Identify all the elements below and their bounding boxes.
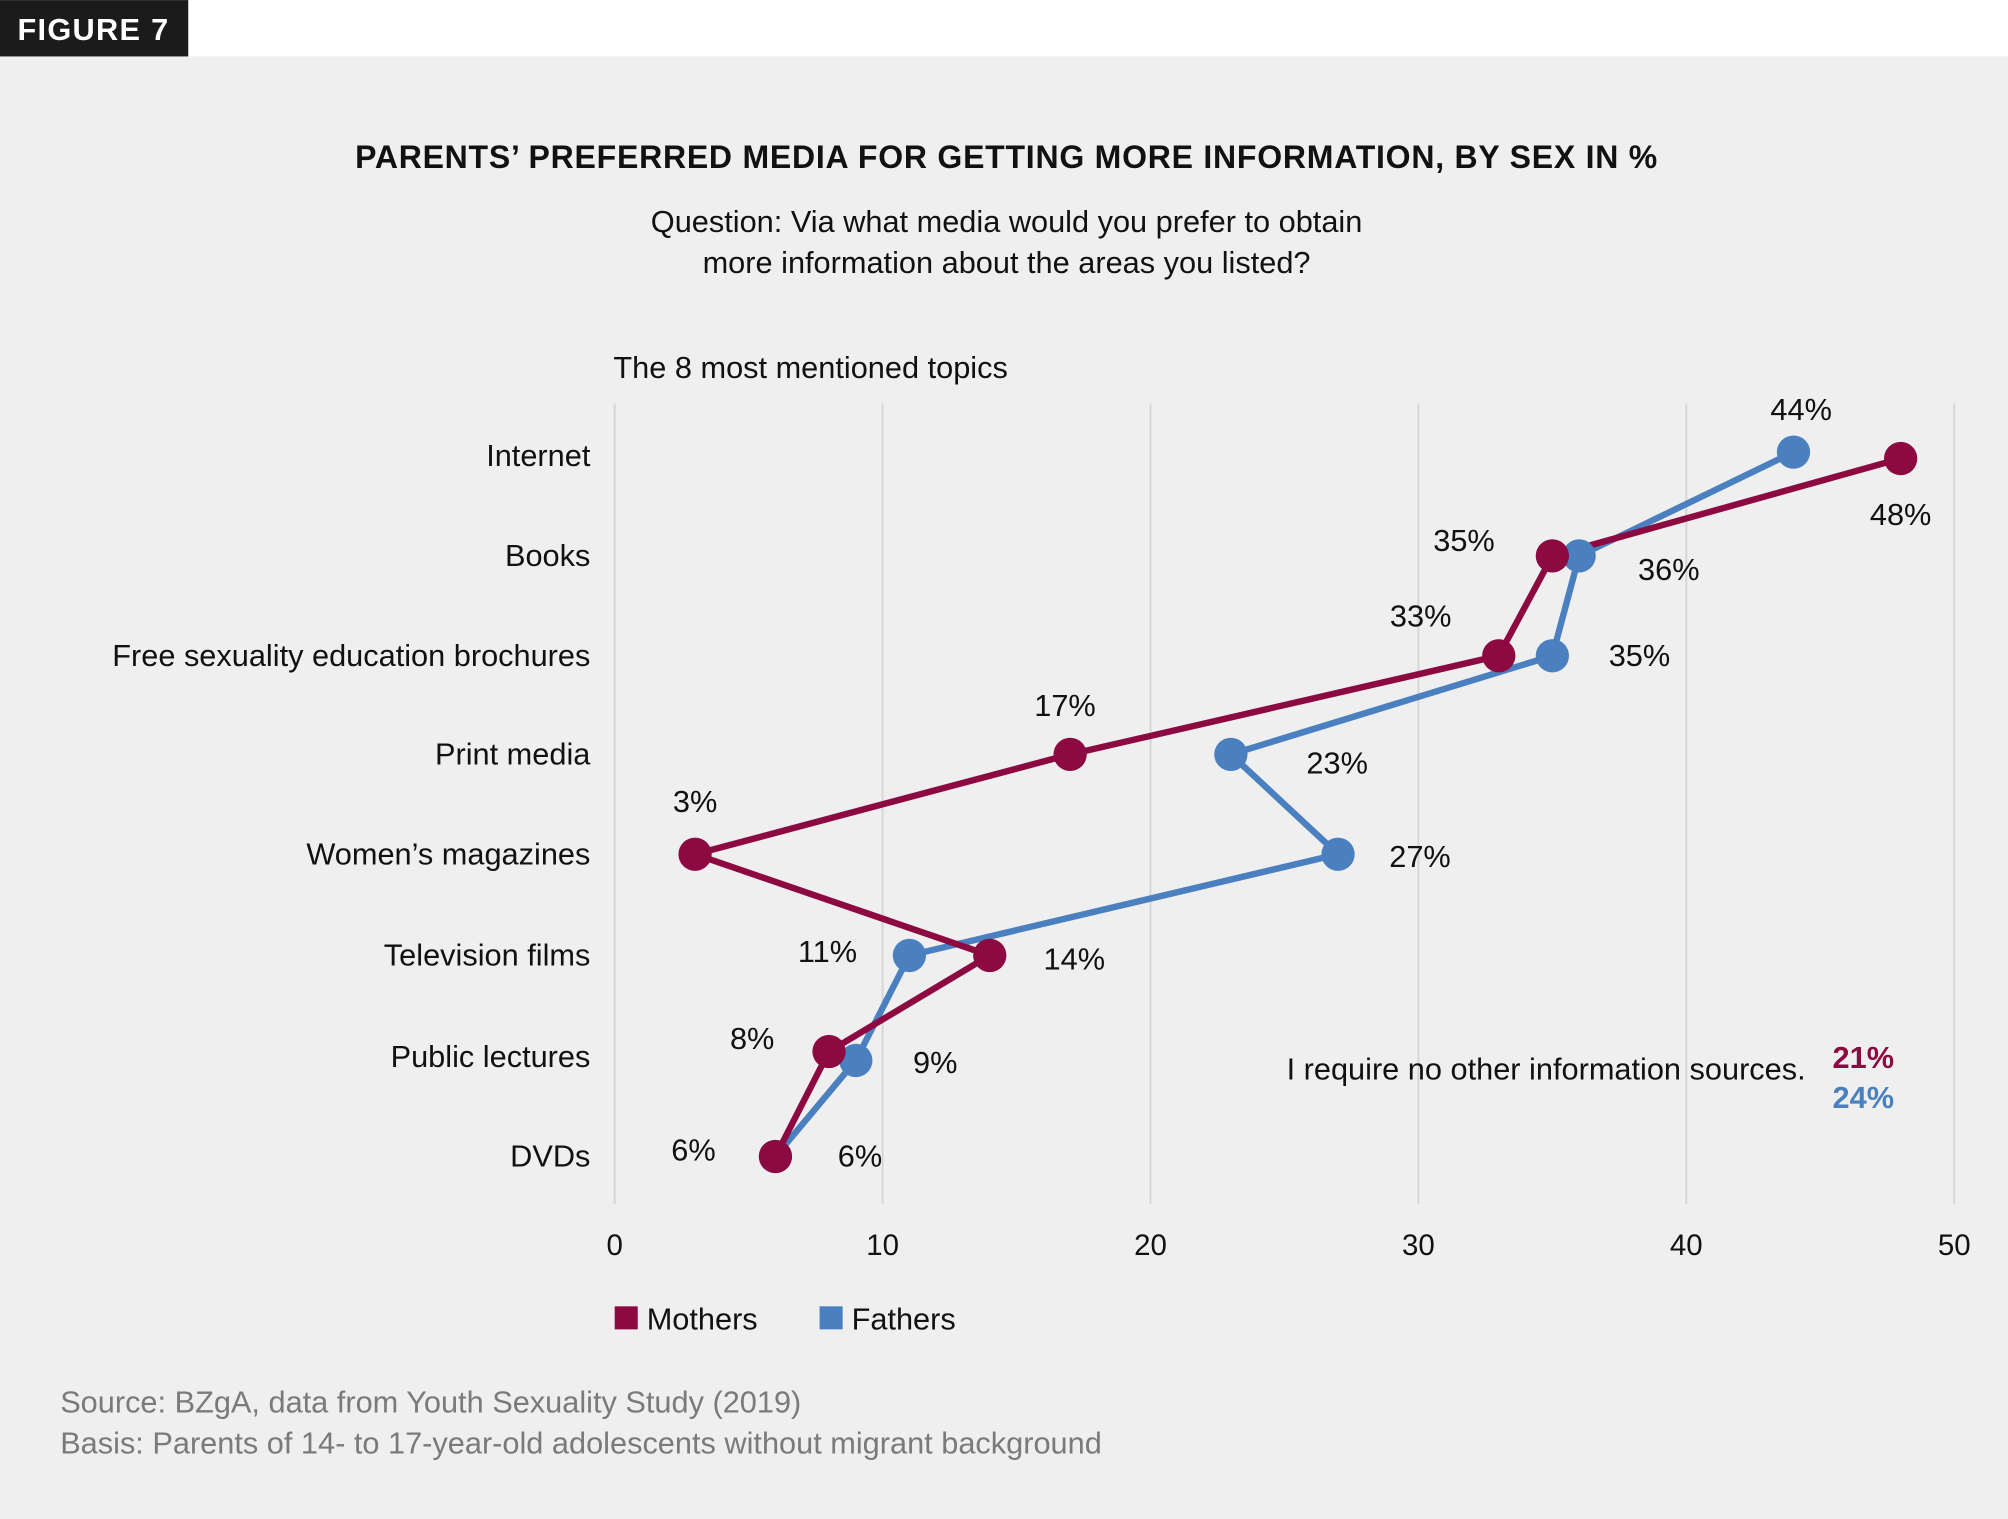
annotation-fathers-value: 24%: [1833, 1080, 1894, 1115]
data-labels: 44% 36% 35% 23% 27% 11% 9% 6% 48% 35% 33% 17% 3% 14% 8…: [671, 392, 1931, 1174]
category-label: Free sexuality education brochures: [112, 638, 590, 673]
data-label-fathers: 44%: [1770, 392, 1831, 427]
data-label-fathers: 11%: [798, 934, 857, 969]
question-line-1: Question: Via what media would you prefe…: [651, 204, 1363, 239]
data-label-mothers: 3%: [673, 784, 717, 819]
series-line-fathers: [772, 449, 1795, 1159]
data-point-fathers: [1776, 435, 1811, 469]
series-line-mothers: [691, 455, 1902, 1158]
data-point-fathers: [1214, 737, 1248, 772]
category-labels: Internet Books Free sexuality education br…: [112, 438, 591, 1173]
data-point-mothers: [1482, 639, 1516, 673]
figure-label-box: [0, 0, 189, 57]
series-lines: [691, 449, 1902, 1159]
x-tick-label: 0: [607, 1229, 623, 1262]
data-label-mothers: 33%: [1390, 598, 1451, 633]
data-point-fathers: [839, 1043, 873, 1078]
data-point-mothers: [1883, 441, 1918, 476]
source-note: Source: BZgA, data from Youth Sexuality …: [60, 1385, 801, 1420]
x-tick-label: 50: [1938, 1229, 1971, 1262]
chart-title: PARENTS’ PREFERRED MEDIA FOR GETTING MOR…: [355, 139, 1658, 175]
data-point-fathers: [1535, 639, 1570, 673]
data-point-fathers: [1562, 539, 1596, 573]
data-label-mothers: 6%: [671, 1132, 715, 1167]
legend-label-fathers: Fathers: [852, 1301, 956, 1336]
category-label: Books: [505, 538, 590, 573]
annotation-text: I require no other information sources.: [1287, 1052, 1806, 1087]
category-label: Public lectures: [391, 1039, 591, 1074]
annotation-mothers-value: 21%: [1833, 1040, 1894, 1075]
data-label-fathers: 9%: [913, 1045, 957, 1080]
data-point-mothers: [1053, 737, 1087, 772]
legend: Mothers Fathers: [614, 1301, 956, 1336]
data-label-fathers: 23%: [1306, 746, 1367, 781]
x-axis-ticks: 0 10 20 30 40 50: [607, 1229, 1971, 1262]
data-label-fathers: 27%: [1389, 839, 1450, 874]
data-point-mothers: [973, 938, 1007, 973]
data-label-fathers: 35%: [1609, 638, 1670, 673]
category-header: The 8 most mentioned topics: [613, 350, 1007, 385]
data-label-mothers: 35%: [1433, 523, 1494, 558]
x-tick-label: 10: [866, 1229, 899, 1262]
category-label: DVDs: [510, 1139, 590, 1174]
data-point-fathers: [1321, 837, 1355, 871]
legend-swatch-mothers: [614, 1306, 638, 1330]
data-point-mothers: [812, 1034, 846, 1069]
data-point-mothers: [678, 837, 712, 871]
data-point-fathers: [892, 938, 927, 973]
x-tick-label: 30: [1402, 1229, 1435, 1262]
legend-label-mothers: Mothers: [647, 1301, 758, 1336]
legend-swatch-fathers: [819, 1306, 843, 1330]
data-point-mothers: [1535, 539, 1570, 573]
basis-note: Basis: Parents of 14- to 17-year-old ado…: [60, 1426, 1102, 1461]
x-tick-label: 40: [1670, 1229, 1703, 1262]
x-tick-label: 20: [1134, 1229, 1167, 1262]
data-label-mothers: 14%: [1044, 942, 1105, 977]
data-label-fathers: 6%: [838, 1139, 882, 1174]
data-label-mothers: 8%: [730, 1021, 774, 1056]
top-strip: [0, 0, 2008, 57]
data-label-fathers: 36%: [1638, 552, 1699, 587]
category-label: Women’s magazines: [306, 837, 590, 872]
data-label-mothers: 17%: [1034, 688, 1095, 723]
data-point-mothers: [758, 1139, 793, 1174]
question-line-2: more information about the areas you lis…: [703, 245, 1311, 280]
category-label: Internet: [486, 438, 591, 473]
data-label-mothers: 48%: [1870, 497, 1931, 532]
figure-label: FIGURE 7: [18, 12, 170, 47]
series-points: [678, 435, 1918, 1174]
category-label: Print media: [435, 737, 591, 772]
category-label: Television films: [384, 938, 591, 973]
